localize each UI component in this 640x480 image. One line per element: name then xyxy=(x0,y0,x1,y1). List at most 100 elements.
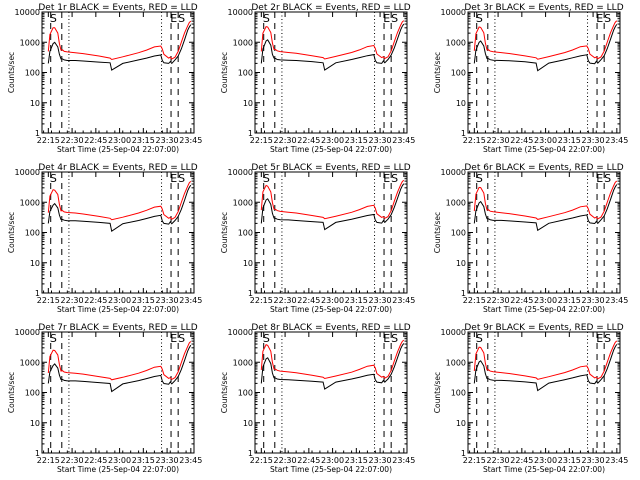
lld-series-line xyxy=(47,181,192,221)
x-tick-label: 22:45 xyxy=(510,456,533,465)
y-tick-label: 100 xyxy=(238,389,253,398)
panel-title: Det 8r BLACK = Events, RED = LLD xyxy=(251,323,410,333)
marker-label: E xyxy=(596,12,603,25)
x-tick-label: 23:00 xyxy=(321,296,344,305)
y-tick-label: 1000 xyxy=(446,38,466,47)
x-tick-label: 23:15 xyxy=(558,136,581,145)
x-tick-label: 22:45 xyxy=(510,136,533,145)
x-tick-label: 23:45 xyxy=(179,456,202,465)
x-tick-label: 23:30 xyxy=(156,136,179,145)
y-tick-label: 10000 xyxy=(441,328,466,337)
x-tick-label: 22:30 xyxy=(274,456,297,465)
marker-label: E xyxy=(596,172,603,185)
y-tick-label: 1 xyxy=(248,289,253,298)
x-tick-label: 22:15 xyxy=(463,456,486,465)
x-tick-label: 23:00 xyxy=(534,296,557,305)
y-tick-label: 100 xyxy=(451,69,466,78)
marker-label: S xyxy=(178,12,185,25)
marker-label: S xyxy=(391,172,398,185)
marker-label: E xyxy=(170,172,177,185)
x-tick-label: 23:15 xyxy=(345,136,368,145)
events-series-line xyxy=(47,344,192,393)
x-axis-title: Start Time (25-Sep-04 22:07:00) xyxy=(483,305,605,314)
x-tick-label: 22:30 xyxy=(487,456,510,465)
x-tick-label: 23:30 xyxy=(582,456,605,465)
y-tick-label: 1000 xyxy=(20,358,40,367)
x-tick-label: 23:15 xyxy=(558,296,581,305)
marker-label: S xyxy=(476,172,483,185)
x-tick-label: 23:30 xyxy=(156,456,179,465)
x-tick-label: 23:45 xyxy=(392,456,415,465)
marker-label: S xyxy=(178,172,185,185)
y-tick-label: 10000 xyxy=(228,328,253,337)
y-tick-label: 1 xyxy=(35,129,40,138)
x-tick-label: 22:30 xyxy=(61,136,84,145)
x-tick-label: 23:30 xyxy=(156,296,179,305)
events-series-line xyxy=(260,343,405,390)
detector-panel: Det 4r BLACK = Events, RED = LLD 1 10 100 10… xyxy=(7,163,202,314)
x-tick-label: 22:15 xyxy=(250,136,273,145)
y-tick-label: 10000 xyxy=(15,8,40,17)
panel-title: Det 5r BLACK = Events, RED = LLD xyxy=(251,163,410,173)
detector-panel: Det 7r BLACK = Events, RED = LLD 1 10 100 10… xyxy=(7,323,202,474)
x-tick-label: 23:00 xyxy=(321,456,344,465)
x-tick-label: 23:30 xyxy=(369,136,392,145)
y-tick-label: 10000 xyxy=(228,168,253,177)
events-series-line xyxy=(473,24,618,72)
y-axis-title: Counts/sec xyxy=(220,212,229,253)
panel-title: Det 7r BLACK = Events, RED = LLD xyxy=(38,323,197,333)
y-tick-label: 10 xyxy=(456,99,466,108)
x-tick-label: 22:45 xyxy=(297,296,320,305)
x-tick-label: 23:15 xyxy=(345,456,368,465)
x-tick-label: 22:15 xyxy=(37,136,60,145)
y-tick-label: 100 xyxy=(25,389,40,398)
detector-panel: Det 1r BLACK = Events, RED = LLD 1 10 100 10… xyxy=(7,3,202,154)
x-tick-label: 22:30 xyxy=(487,296,510,305)
marker-label: E xyxy=(383,172,390,185)
detector-panel: Det 2r BLACK = Events, RED = LLD 1 10 100 10… xyxy=(220,3,415,154)
y-tick-label: 1 xyxy=(35,289,40,298)
marker-label: S xyxy=(391,332,398,345)
marker-label: E xyxy=(170,12,177,25)
marker-label: S xyxy=(263,12,270,25)
y-tick-label: 10 xyxy=(30,99,40,108)
x-tick-label: 23:30 xyxy=(369,296,392,305)
y-tick-label: 1000 xyxy=(233,38,253,47)
y-tick-label: 1000 xyxy=(20,38,40,47)
panel-title: Det 9r BLACK = Events, RED = LLD xyxy=(464,323,623,333)
x-tick-label: 23:30 xyxy=(582,136,605,145)
marker-label: S xyxy=(50,172,57,185)
x-axis-title: Start Time (25-Sep-04 22:07:00) xyxy=(483,465,605,474)
y-axis-title: Counts/sec xyxy=(220,372,229,413)
marker-label: S xyxy=(604,332,611,345)
y-tick-label: 1000 xyxy=(233,358,253,367)
x-axis-title: Start Time (25-Sep-04 22:07:00) xyxy=(57,305,179,314)
y-tick-label: 100 xyxy=(238,229,253,238)
y-axis-title: Counts/sec xyxy=(7,212,16,253)
marker-label: E xyxy=(383,332,390,345)
y-tick-label: 10 xyxy=(30,419,40,428)
x-tick-label: 22:15 xyxy=(463,136,486,145)
y-tick-label: 100 xyxy=(25,69,40,78)
detector-panel: Det 3r BLACK = Events, RED = LLD 1 10 100 10… xyxy=(433,3,628,154)
marker-label: E xyxy=(596,332,603,345)
x-tick-label: 22:45 xyxy=(510,296,533,305)
x-tick-label: 22:30 xyxy=(487,136,510,145)
marker-label: S xyxy=(263,332,270,345)
x-tick-label: 22:30 xyxy=(61,296,84,305)
lld-series-line xyxy=(47,20,192,61)
x-tick-label: 22:15 xyxy=(250,296,273,305)
x-tick-label: 22:30 xyxy=(61,456,84,465)
events-series-line xyxy=(473,344,618,392)
y-tick-label: 10 xyxy=(243,99,253,108)
x-tick-label: 22:15 xyxy=(37,296,60,305)
x-tick-label: 23:45 xyxy=(179,296,202,305)
detector-panel: Det 9r BLACK = Events, RED = LLD 1 10 100 10… xyxy=(433,323,628,474)
lld-series-line xyxy=(260,179,405,220)
y-tick-label: 1 xyxy=(461,129,466,138)
y-tick-label: 1000 xyxy=(446,198,466,207)
x-tick-label: 23:45 xyxy=(605,136,628,145)
detector-panel: Det 6r BLACK = Events, RED = LLD 1 10 100 10… xyxy=(433,163,628,314)
x-tick-label: 23:00 xyxy=(108,136,131,145)
